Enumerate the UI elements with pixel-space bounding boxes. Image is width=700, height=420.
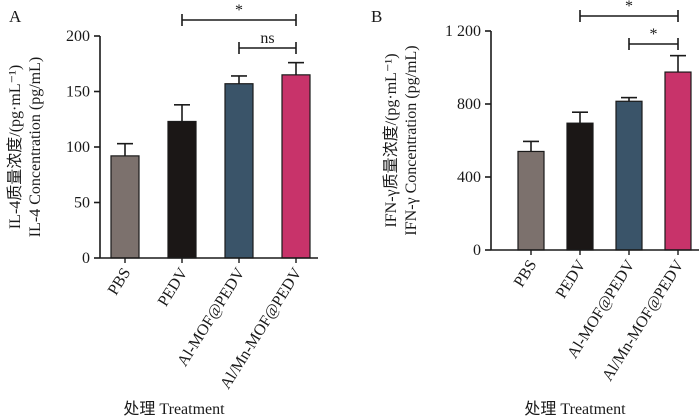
- panel-b-y-tick-label: 800: [457, 96, 481, 113]
- panel-b-y-axis-title: IFN-γ质量浓度/(pg·mL⁻¹): [382, 53, 400, 227]
- panel-b-x-axis-title: 处理 Treatment: [524, 400, 626, 418]
- panel-a-bar: [281, 74, 311, 259]
- panel-a-x-tick-label: PBS: [105, 265, 135, 298]
- panel-a-y-tick-label: 50: [74, 195, 90, 212]
- panel-b-x-tick-label: PBS: [511, 257, 541, 290]
- panel-a-bar: [167, 120, 197, 259]
- panel-a-y-tick-label: 100: [66, 139, 90, 156]
- panel-a-y-tick-label: 200: [66, 28, 90, 45]
- panel-a-sig-label: *: [235, 2, 243, 19]
- panel-b-bar: [615, 100, 643, 251]
- panel-b-x-tick-label: PEDV: [553, 257, 590, 302]
- panel-b-letter: B: [371, 7, 382, 26]
- panel-b-bar: [566, 122, 594, 251]
- panel-b-y-tick-label: 0: [473, 242, 481, 259]
- panel-b-y-axis-title: IFN-γ Concentration (pg/mL): [403, 45, 420, 235]
- panel-b-bar: [517, 150, 545, 251]
- panel-a-sig-label: ns: [260, 30, 274, 47]
- panel-a-letter: A: [9, 7, 22, 26]
- panel-b-y-tick-label: 1 200: [445, 23, 481, 40]
- panel-a-bar: [224, 83, 254, 259]
- panel-a-bar: [110, 155, 140, 259]
- panel-a-x-tick-label: PEDV: [155, 265, 192, 310]
- panel-b-bar: [664, 71, 692, 251]
- panel-a-y-axis-title: IL-4质量浓度/(pg·mL⁻¹): [6, 65, 24, 229]
- panel-a-y-tick-label: 150: [66, 84, 90, 101]
- panel-b-sig-label: *: [650, 26, 658, 43]
- panel-b-sig-label: *: [625, 0, 633, 15]
- panel-a-y-tick-label: 0: [82, 250, 90, 267]
- panel-b-y-tick-label: 400: [457, 169, 481, 186]
- panel-a-y-axis-title: IL-4 Concentration (pg/mL): [27, 57, 44, 237]
- panel-a-x-axis-title: 处理 Treatment: [123, 400, 225, 418]
